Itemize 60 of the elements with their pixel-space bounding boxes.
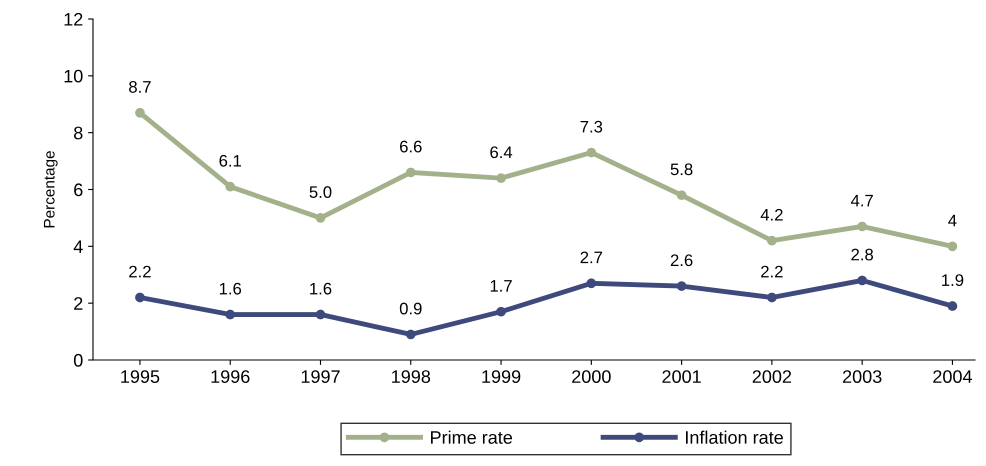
point xyxy=(406,168,416,178)
x-tick-label: 2003 xyxy=(842,370,882,383)
point xyxy=(767,236,777,246)
y-tick-label: 6 xyxy=(74,183,82,196)
y-tick-label: 0 xyxy=(74,354,83,367)
point xyxy=(406,330,416,340)
data-label: 2.6 xyxy=(670,254,692,266)
y-tick-label: 10 xyxy=(64,70,83,83)
point xyxy=(676,281,686,291)
data-label: 7.3 xyxy=(580,120,602,133)
data-label: 4.2 xyxy=(760,208,783,221)
data-label: 1.6 xyxy=(220,282,242,295)
x-tick-label: 1995 xyxy=(121,370,160,383)
data-label: 6.1 xyxy=(219,154,241,167)
point xyxy=(225,310,236,320)
x-tick-label: 1998 xyxy=(392,370,430,383)
data-label: 2.2 xyxy=(129,266,151,278)
point xyxy=(586,278,596,288)
data-label: 2.8 xyxy=(851,248,874,260)
y-tick-label: 2 xyxy=(74,297,82,310)
data-label: 6.4 xyxy=(490,146,512,158)
data-label: 5.0 xyxy=(310,186,332,198)
data-label: 5.8 xyxy=(670,163,692,176)
point xyxy=(586,148,596,158)
data-label: 6.6 xyxy=(400,140,422,152)
y-tick-label: 8 xyxy=(74,126,82,140)
data-label: 2.7 xyxy=(580,252,602,264)
point xyxy=(316,213,326,223)
x-tick-label: 2002 xyxy=(752,370,792,383)
point xyxy=(857,276,868,286)
point xyxy=(948,241,958,252)
point xyxy=(857,222,868,232)
x-tick-label: 1999 xyxy=(482,370,520,383)
data-label: 1.7 xyxy=(490,280,512,292)
point xyxy=(676,190,686,200)
point xyxy=(135,108,145,118)
x-tick-label: 2001 xyxy=(662,370,701,383)
data-label: 4 xyxy=(948,214,957,226)
x-tick-label: 2004 xyxy=(933,370,972,383)
point xyxy=(767,292,777,302)
y-axis-title: Percentage xyxy=(44,151,58,228)
data-label: 1.9 xyxy=(942,274,964,286)
data-label: 0.9 xyxy=(400,302,422,314)
y-tick-label: 4 xyxy=(74,240,83,253)
point xyxy=(135,292,145,302)
point xyxy=(496,306,506,317)
x-tick-label: 2000 xyxy=(572,370,611,383)
data-label: 2.2 xyxy=(761,266,783,278)
legend-label: Prime rate xyxy=(431,430,512,444)
data-label: 4.7 xyxy=(850,194,873,206)
point xyxy=(316,310,326,320)
point xyxy=(496,173,506,183)
x-tick-label: 1996 xyxy=(212,370,250,383)
x-tick-label: 1997 xyxy=(302,370,340,383)
legend-label: Inflation rate xyxy=(686,430,783,444)
data-label: 8.7 xyxy=(129,81,151,93)
point xyxy=(948,301,958,311)
point xyxy=(225,182,236,192)
y-tick-label: 12 xyxy=(64,12,82,26)
data-label: 1.6 xyxy=(310,282,332,295)
